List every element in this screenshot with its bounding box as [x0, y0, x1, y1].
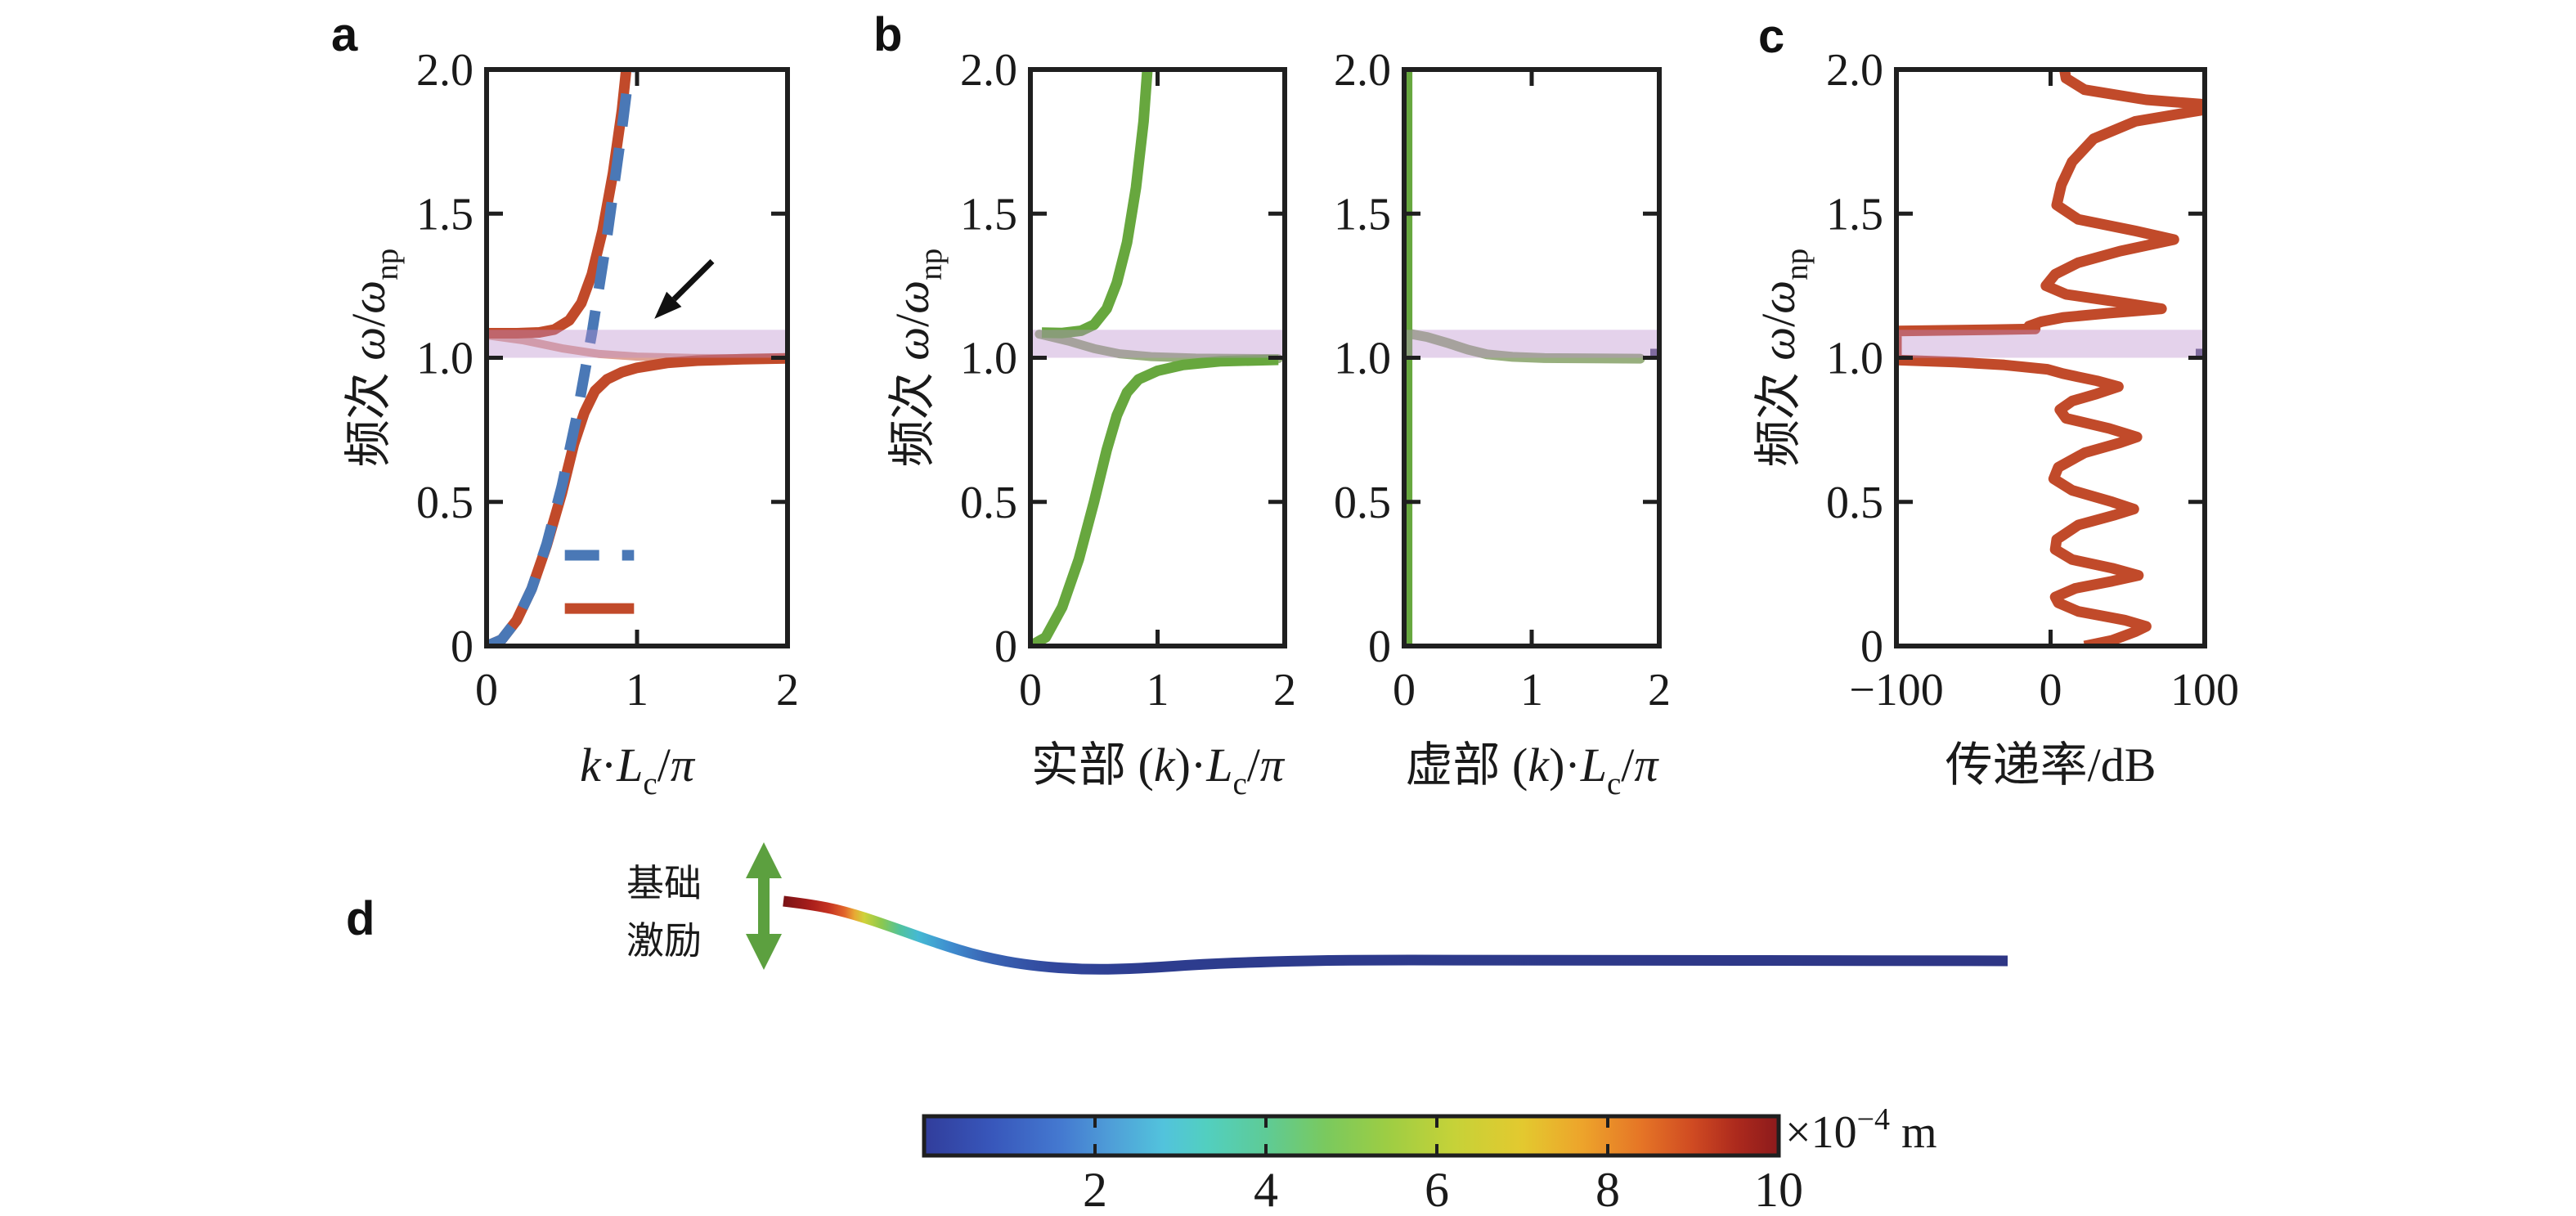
y-tick-label: 1.5: [1334, 189, 1391, 240]
x-tick-label: 1: [1520, 665, 1543, 716]
x-tick-label: −100: [1849, 665, 1944, 716]
y-tick-label: 2.0: [960, 45, 1017, 96]
colorbar-gradient: [924, 1116, 1779, 1155]
colorbar-unit-label: ×10−4 m: [1785, 1102, 1937, 1158]
panel-b2: 0 1 2 0 0.5 1.0 1.5 2.0 虚部 (k)·Lc/π: [1334, 45, 1671, 801]
y-tick-label: 1.0: [960, 334, 1017, 384]
series-metamaterial-upper-branch: [487, 70, 632, 339]
colorbar-tick-label: 2: [1083, 1163, 1107, 1216]
tick-labels: 0 1 2 0 0.5 1.0 1.5 2.0: [960, 45, 1296, 716]
band-gap-highlight: [1404, 330, 1659, 358]
y-tick-label: 0: [994, 621, 1017, 672]
colorbar-tick-label: 10: [1754, 1163, 1803, 1216]
x-tick-label: 0: [2040, 665, 2062, 716]
band-gap-highlight: [1030, 330, 1285, 358]
panel-d-letter: d: [346, 892, 375, 945]
x-axis-label: k·Lc/π: [580, 738, 696, 801]
y-tick-label: 0: [1860, 621, 1883, 672]
y-tick-label: 0: [1368, 621, 1391, 672]
y-tick-label: 2.0: [1334, 45, 1391, 96]
series-real-part-in-gap-branch: [1034, 330, 1283, 364]
x-tick-label: 2: [776, 665, 799, 716]
band-gap-highlight: [1896, 330, 2205, 358]
tick-marks: [1402, 67, 1662, 648]
base-excitation-arrow-icon: [746, 842, 782, 970]
series-uniform-beam-dispersion: [487, 70, 635, 646]
y-tick-label: 1.5: [1826, 189, 1883, 240]
colorbar-frame: [922, 1114, 1781, 1158]
panel-b1: 0 1 2 0 0.5 1.0 1.5 2.0 实部 (k)·Lc/π 频次 ω/ωnp: [886, 45, 1296, 801]
x-axis-label: 虚部 (k)·Lc/π: [1406, 738, 1660, 801]
y-axis-label: 频次 ω/ωnp: [886, 249, 949, 468]
panel-a-series: [487, 70, 788, 646]
panel-c-series: [1896, 70, 2205, 646]
x-axis-label: 实部 (k)·Lc/π: [1031, 738, 1286, 801]
x-tick-label: 2: [1273, 665, 1296, 716]
x-tick-label: 0: [1019, 665, 1042, 716]
y-tick-label: 0.5: [1334, 478, 1391, 528]
series-real-part-upper-branch: [1041, 70, 1153, 339]
panel-b-letter: b: [873, 8, 902, 61]
tick-labels: 0 1 2 0 0.5 1.0 1.5 2.0: [416, 45, 799, 716]
panel-c-letter: c: [1758, 10, 1784, 63]
annotation-arrow-shaft: [671, 258, 715, 302]
y-tick-label: 0: [451, 621, 473, 672]
y-tick-label: 2.0: [1826, 45, 1883, 96]
series-transmissibility: [1896, 70, 2205, 646]
base-excitation-label-line1: 基础: [626, 863, 702, 904]
band-corner-mark: [1650, 348, 1659, 358]
panel-a-letter: a: [331, 8, 358, 61]
band-corner-mark: [2196, 348, 2205, 358]
x-tick-label: 0: [1393, 665, 1416, 716]
band-gap-highlight: [487, 330, 788, 358]
y-axis-label: 频次 ω/ωnp: [342, 249, 405, 468]
y-axis-label: 频次 ω/ωnp: [1752, 249, 1815, 468]
series-metamaterial-lower-branch: [487, 352, 788, 646]
base-excitation-label-line2: 激励: [626, 920, 702, 962]
y-tick-label: 2.0: [416, 45, 473, 96]
y-tick-label: 0.5: [1826, 478, 1883, 528]
colorbar-tick-label: 4: [1254, 1163, 1278, 1216]
panel-d: [746, 842, 2008, 975]
tick-labels: 0 1 2 0 0.5 1.0 1.5 2.0: [1334, 45, 1671, 716]
annotation-arrow-head: [654, 291, 682, 319]
x-tick-label: 100: [2170, 665, 2239, 716]
x-axis-label: 传递率/dB: [1945, 738, 2156, 792]
y-tick-label: 1.0: [1334, 334, 1391, 384]
tick-marks: [1028, 67, 1287, 648]
panel-a: 0 1 2 0 0.5 1.0 1.5 2.0 k·Lc/π 频次 ω/ωnp: [342, 45, 799, 801]
deformed-beam: [783, 895, 2008, 975]
y-tick-label: 1.5: [416, 189, 473, 240]
x-tick-label: 2: [1648, 665, 1671, 716]
y-tick-label: 0.5: [416, 478, 473, 528]
tick-marks: [484, 67, 790, 648]
x-tick-label: 0: [475, 665, 498, 716]
panel-b1-series: [1030, 70, 1283, 646]
y-tick-label: 1.5: [960, 189, 1017, 240]
series-imag-part-in-gap-branch: [1404, 328, 1645, 364]
x-tick-label: 1: [626, 665, 648, 716]
colorbar-tick-label: 8: [1595, 1163, 1620, 1216]
series-real-part-lower-branch: [1030, 354, 1279, 646]
colorbar-tick-label: 6: [1425, 1163, 1449, 1216]
colorbar: 2 4 6 8 10×10−4 m: [922, 1102, 1937, 1216]
x-tick-label: 1: [1147, 665, 1169, 716]
y-tick-label: 0.5: [960, 478, 1017, 528]
tick-marks: [1894, 67, 2207, 648]
y-tick-label: 1.0: [1826, 334, 1883, 384]
rendered-panels: 0 1 2 0 0.5 1.0 1.5 2.0 k·Lc/π 频次 ω/ωnp 0 1 2 0 0.5 1.0…: [342, 45, 2239, 1216]
y-tick-label: 1.0: [416, 334, 473, 384]
